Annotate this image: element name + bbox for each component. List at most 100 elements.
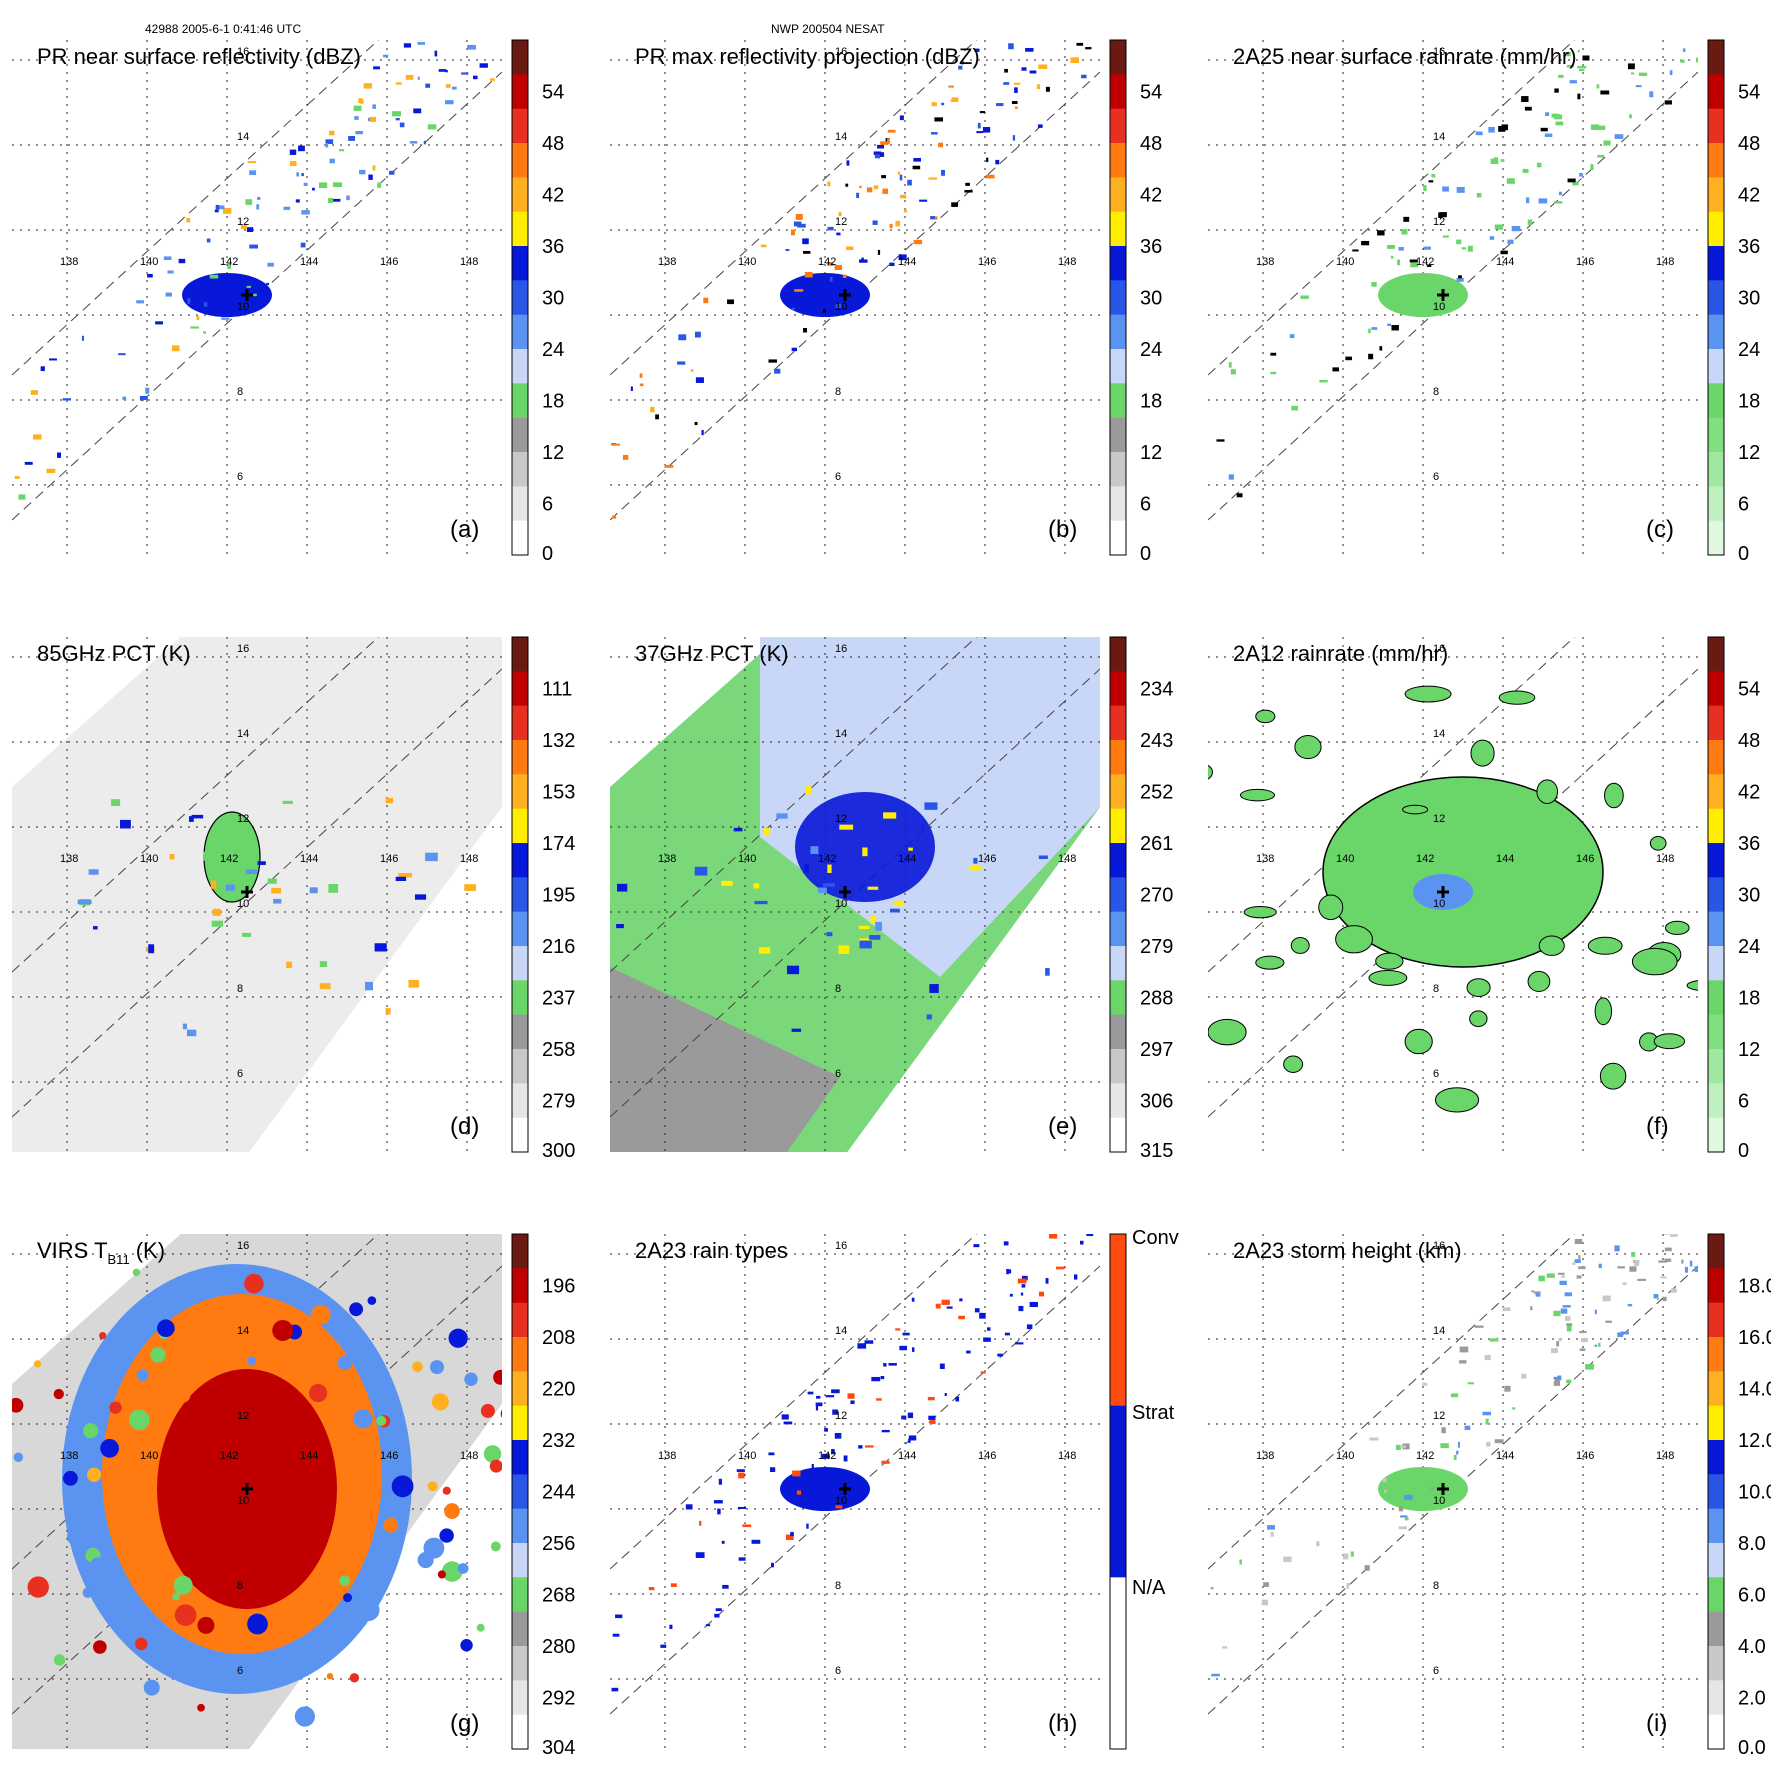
tb-pixel [271,887,282,894]
echo-pixel [249,170,257,176]
echo-pixel [445,69,448,73]
colorbar-segment [1708,417,1724,453]
echo-pixel [1486,1442,1491,1447]
echo-pixel [899,1345,907,1351]
echo-pixel [1350,1551,1354,1557]
cloud-pixel [173,1575,193,1595]
panel-e: 138 140 142 144 146 148 16 14 12 10 8 6 37GHz PCT (K… [610,636,1173,1162]
colorbar-segment [1110,1049,1126,1084]
colorbar-segment [1708,314,1724,350]
colorbar-tick: 304 [542,1737,575,1759]
echo-pixel [639,383,644,387]
echo-pixel [243,277,246,280]
colorbar-segment [1110,314,1126,350]
lon-label: 142 [220,256,238,268]
echo-pixel [1602,1295,1611,1302]
cloud-pixel [197,1616,215,1634]
echo-pixel [1410,262,1419,268]
lat-label: 10 [835,1495,847,1507]
rain-cell [1536,779,1559,805]
echo-pixel [887,138,890,145]
lon-label: 138 [658,1450,676,1462]
echo-pixel [1080,1240,1084,1245]
colorbar-tick: 292 [542,1688,575,1710]
colorbar-segment [1708,1680,1724,1716]
echo-pixel [842,274,847,278]
echo-pixel [768,359,777,363]
echo-pixel [836,232,841,236]
lon-label: 142 [220,1450,238,1462]
lon-label: 140 [738,853,756,865]
echo-pixel [227,263,232,270]
colorbar-segment [1708,1268,1724,1304]
echo-pixel [951,97,959,103]
cloud-pixel [310,1304,331,1325]
echo-pixel [685,1504,693,1510]
cloud-pixel [412,1361,423,1373]
echo-pixel [1464,1425,1471,1430]
echo-pixel [1558,191,1563,196]
echo-pixel [866,187,873,193]
tb-pixel [414,894,427,900]
echo-pixel [1319,379,1328,383]
cloud-pixel [247,1356,256,1366]
echo-pixel [660,1644,667,1648]
echo-pixel [958,1315,965,1320]
echo-pixel [1049,1234,1058,1239]
cloud-pixel [53,1654,66,1666]
echo-pixel [1661,12,1669,16]
echo-pixel [810,1498,813,1502]
echo-pixel [1398,1526,1407,1530]
cloud-pixel [448,1328,468,1348]
echo-pixel [1664,1234,1669,1235]
warm-region [610,967,840,1152]
echo-pixel [1622,1282,1627,1286]
echo-pixel [416,40,424,41]
echo-pixel [1045,1278,1049,1284]
echo-pixel [301,173,304,177]
lon-label: 148 [1058,1450,1076,1462]
echo-pixel [796,1490,802,1495]
colorbar-tick: 0 [1738,1140,1749,1162]
colorbar-frame [1707,1233,1725,1750]
echo-pixel [1038,1291,1045,1297]
colorbar-tick: 244 [542,1482,575,1504]
rain-cell [1239,788,1276,802]
tb-pixel [245,869,258,874]
echo-pixel [850,1400,855,1405]
echo-pixel [81,335,84,341]
echo-pixel [1402,1443,1410,1450]
echo-pixel [1578,1266,1586,1270]
lat-label: 8 [835,983,841,995]
lat-label: 16 [237,1240,249,1252]
echo-pixel [1398,246,1404,251]
echo-pixel [1629,114,1632,119]
cloud-pixel [353,1409,373,1429]
rain-region [1322,776,1604,968]
echo-pixel [861,257,864,262]
echo-pixel [903,209,908,213]
echo-pixel [835,303,843,309]
echo-pixel [701,429,704,436]
echo-pixel [881,1429,890,1433]
rain-cell [1404,1028,1433,1055]
cloud-pixel [309,1383,328,1403]
echo-pixel [1008,1269,1012,1274]
echo-pixel [318,182,328,188]
echo-pixel [622,454,629,460]
colorbar-segment [512,1405,528,1441]
echo-pixel [911,1347,915,1352]
swath-edge-line [12,668,502,1118]
echo-pixel [738,1557,746,1561]
colorbar-tick: 237 [542,988,575,1010]
tb-pixel [929,984,939,993]
echo-pixel [1614,1245,1620,1252]
echo-pixel [1028,1202,1034,1207]
echo-pixel [831,1448,835,1455]
echo-pixel [1553,201,1563,204]
echo-pixel [825,1395,835,1398]
colorbar-tick: 243 [1140,730,1173,752]
tb-pixel [924,802,938,810]
echo-pixel [346,195,350,201]
echo-pixel [1222,1646,1228,1649]
